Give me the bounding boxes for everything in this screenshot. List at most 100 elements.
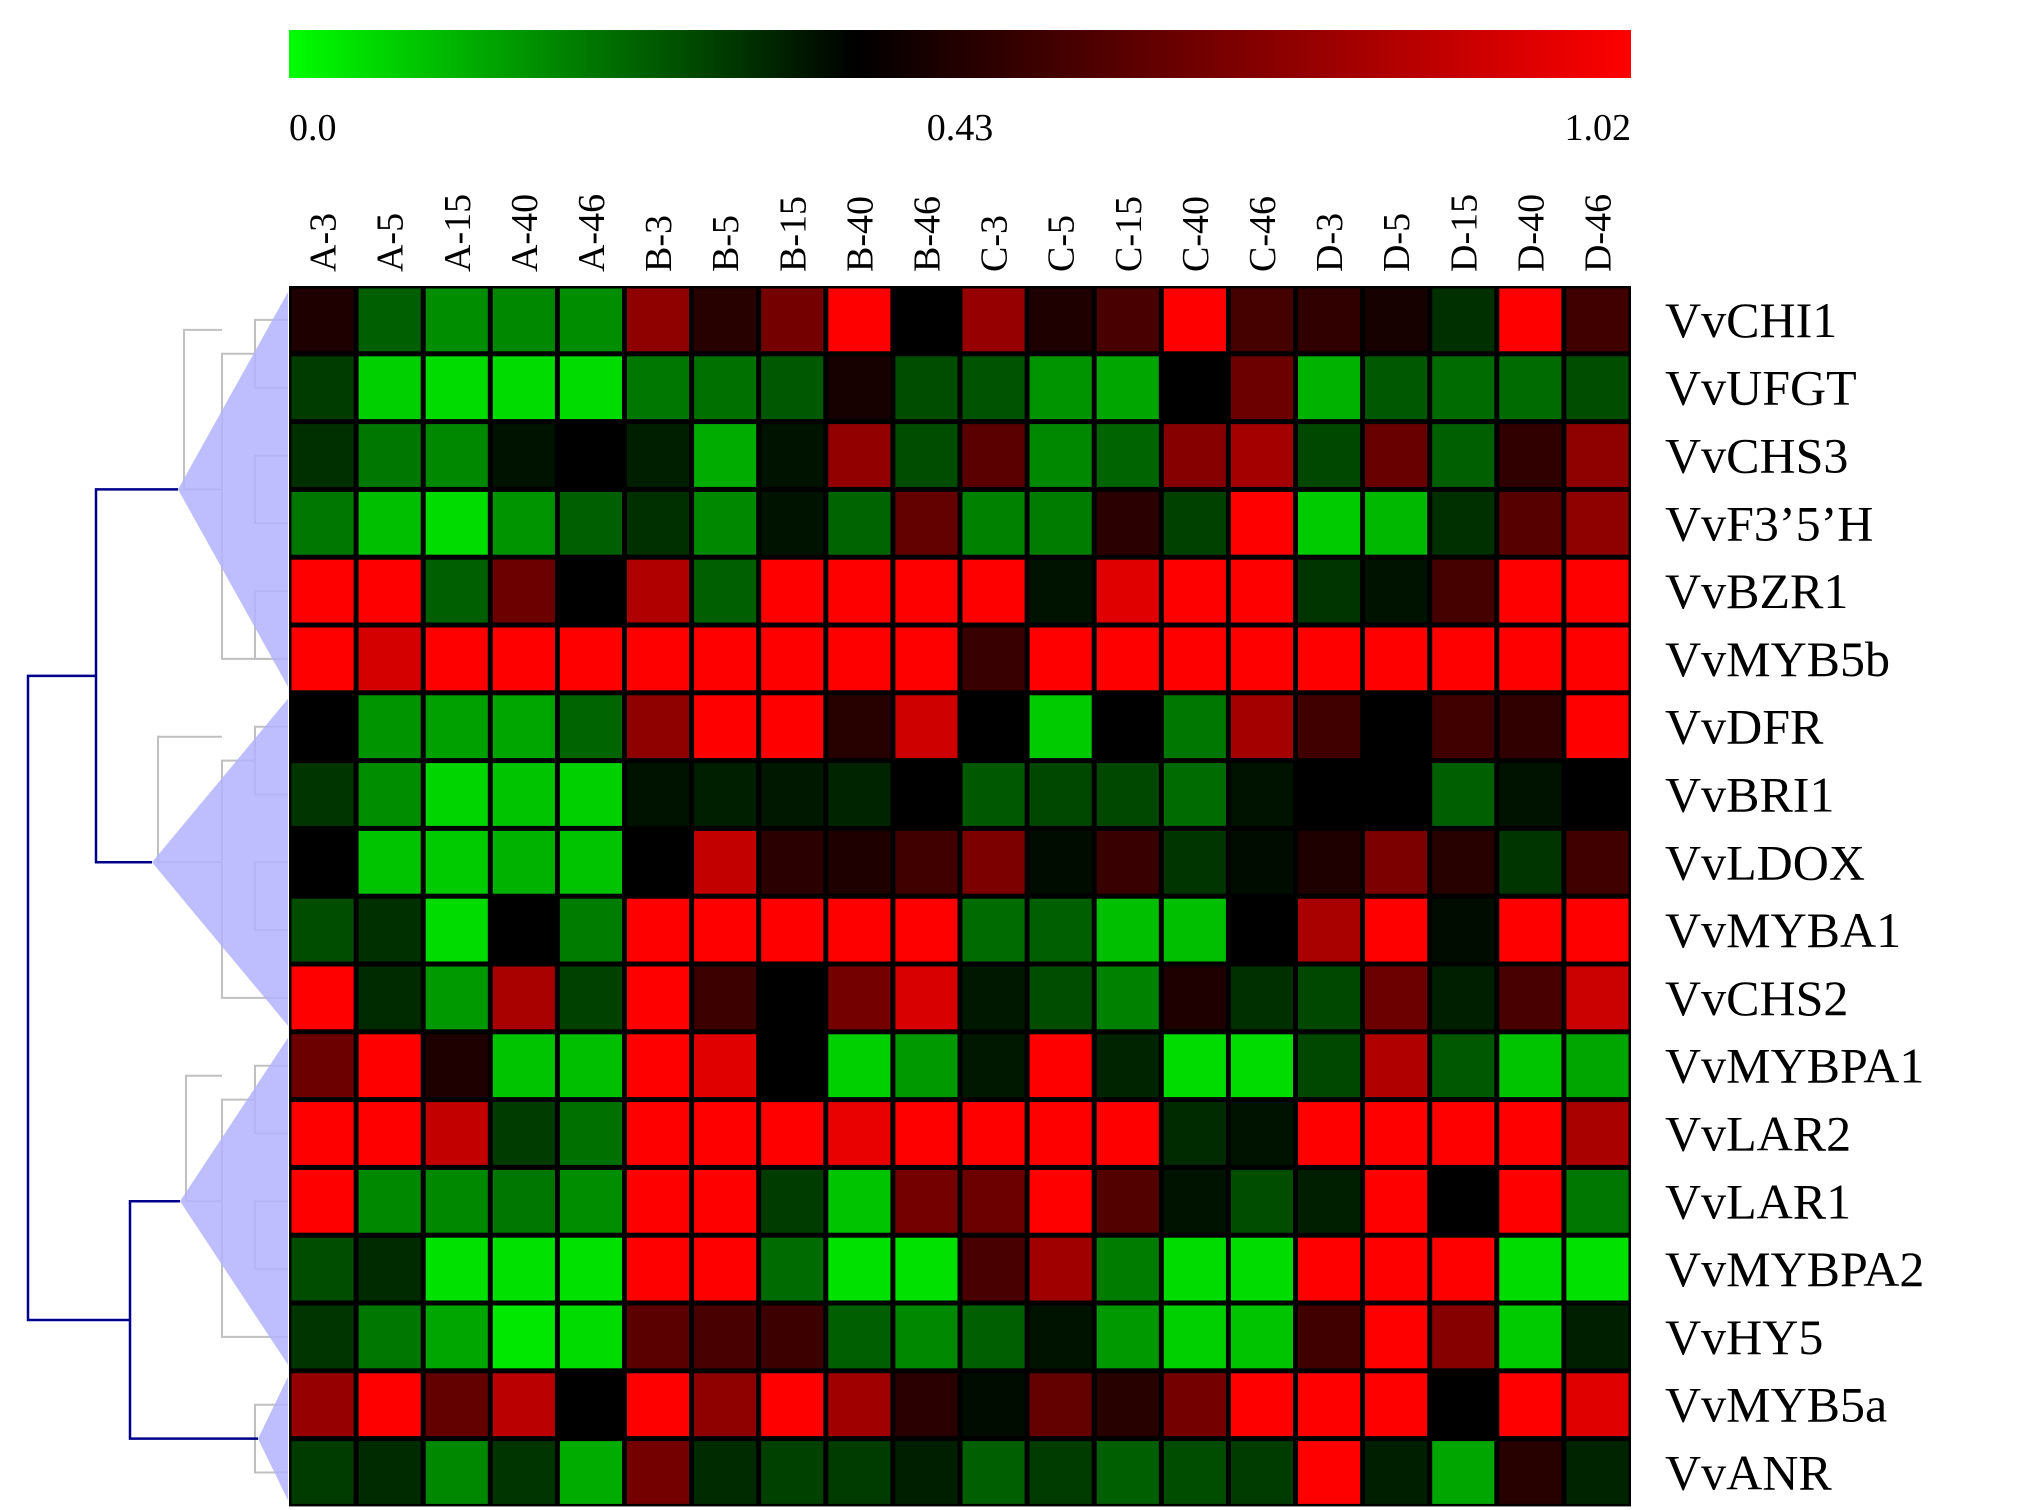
heatmap-cell [828,1373,891,1437]
heatmap-cell [828,1034,891,1098]
heatmap-cell [761,830,824,894]
heatmap-cell [1365,491,1428,555]
heatmap-cell [1096,763,1159,826]
heatmap-cell [1230,1305,1293,1369]
heatmap-cell [1029,1305,1092,1369]
heatmap-cell [1163,1169,1226,1233]
heatmap-cell [1096,491,1159,555]
heatmap-cell [1163,763,1226,826]
heatmap-cell [1432,1102,1495,1165]
heatmap-cell [761,966,824,1030]
column-label: A-40 [504,194,546,272]
heatmap-cell [761,356,824,420]
heatmap-cell [1566,1169,1629,1233]
row-label: VvMYBPA1 [1665,1038,1924,1094]
heatmap-cell [492,288,555,352]
heatmap-cell [828,288,891,352]
heatmap-cell [425,424,488,487]
heatmap-cell [559,1441,622,1504]
heatmap-cell [627,1237,690,1301]
heatmap-cell [895,1305,958,1369]
heatmap-cell [1230,288,1293,352]
heatmap-cell [627,356,690,420]
heatmap-cell [1163,288,1226,352]
heatmap-cell [492,966,555,1030]
heatmap-cell [291,356,354,420]
heatmap-cell [962,1102,1025,1165]
row-label: VvCHI1 [1665,292,1837,348]
heatmap-cell [962,763,1025,826]
column-label: C-40 [1175,196,1217,272]
heatmap-cell [291,288,354,352]
heatmap-cell [761,424,824,487]
heatmap-cell [425,1441,488,1504]
heatmap-cell [425,288,488,352]
heatmap-cell [1566,966,1629,1030]
row-dendrogram [26,292,288,1501]
heatmap-cell [1096,1441,1159,1504]
heatmap-cell [492,356,555,420]
cluster-triangle [258,1376,288,1501]
heatmap-cell [559,1373,622,1437]
heatmap-cell [1230,1441,1293,1504]
heatmap-cell [1365,1441,1428,1504]
heatmap-cell [291,830,354,894]
heatmap-cell [492,1237,555,1301]
heatmap-cell [694,424,757,487]
heatmap-cell [962,424,1025,487]
heatmap-cell [895,898,958,962]
heatmap-cell [1298,1237,1361,1301]
heatmap-cell [1029,491,1092,555]
row-label: VvLAR2 [1665,1106,1851,1162]
heatmap-cell [291,1169,354,1233]
row-label: VvBZR1 [1665,563,1848,619]
heatmap-cell [559,1102,622,1165]
heatmap-cell [828,424,891,487]
heatmap-cell [425,695,488,759]
heatmap-cell [1096,966,1159,1030]
heatmap-cell [1365,1102,1428,1165]
heatmap-cell [962,627,1025,691]
heatmap-cell [895,1102,958,1165]
heatmap-cell [627,559,690,623]
heatmap-cell [291,1102,354,1165]
heatmap-cell [1029,1237,1092,1301]
heatmap-cell [1298,424,1361,487]
heatmap-cell [1298,356,1361,420]
color-scale-max-label: 1.02 [1565,107,1632,149]
heatmap-cell [1365,424,1428,487]
heatmap-cell [694,1034,757,1098]
heatmap-cell [1029,966,1092,1030]
heatmap-cell [559,898,622,962]
heatmap-cell [1566,491,1629,555]
row-label: VvUFGT [1665,360,1857,416]
heatmap-cell [1365,1237,1428,1301]
heatmap-cell [1163,1237,1226,1301]
heatmap-cell [1566,627,1629,691]
heatmap-cell [559,559,622,623]
heatmap-cell [1432,424,1495,487]
heatmap-cell [1566,898,1629,962]
heatmap-cell [1029,559,1092,623]
heatmap-cell [1499,1237,1562,1301]
heatmap-cell [492,627,555,691]
heatmap-cell [1096,898,1159,962]
column-label: D-5 [1376,213,1418,272]
heatmap-cell [895,627,958,691]
heatmap-cell [1096,356,1159,420]
heatmap-cell [1298,1441,1361,1504]
heatmap-cell [1298,966,1361,1030]
heatmap-cell [492,424,555,487]
heatmap-cell [1230,1034,1293,1098]
column-label: A-3 [303,213,345,272]
heatmap-cell [627,966,690,1030]
heatmap-cell [1432,1169,1495,1233]
heatmap-cell [1499,356,1562,420]
heatmap-cell [1499,1441,1562,1504]
heatmap-cell [291,966,354,1030]
heatmap-cell [1163,627,1226,691]
heatmap-cell [1163,356,1226,420]
heatmap-cell [1029,1169,1092,1233]
heatmap-cell [1029,424,1092,487]
column-label: A-5 [370,213,412,272]
